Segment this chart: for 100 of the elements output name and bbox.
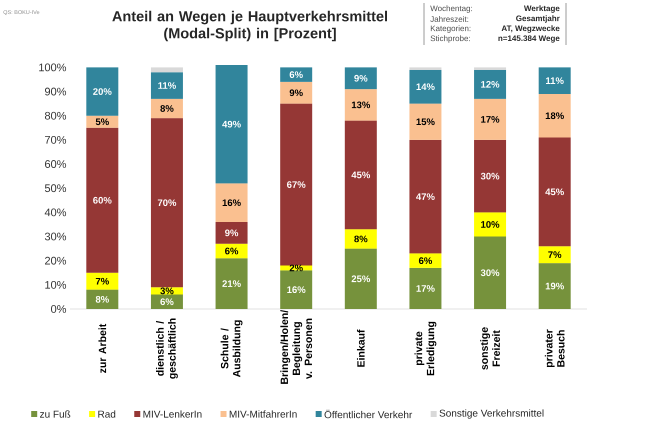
bar	[344, 67, 377, 90]
bar	[216, 258, 248, 309]
data-label: 8%	[354, 236, 368, 242]
bar	[86, 290, 118, 309]
bar	[538, 94, 571, 138]
legend-label: Sonstige Verkehrsmittel	[440, 409, 544, 419]
data-label: 17%	[481, 116, 500, 123]
text: Jahreszeit:	[430, 16, 468, 22]
data-label: 10%	[481, 221, 500, 228]
data-label: 47%	[416, 193, 435, 200]
data-label: 3%	[160, 288, 174, 294]
bar	[474, 140, 506, 212]
data-label: 21%	[222, 280, 241, 287]
x-tick-label: private Erledigung	[414, 322, 436, 376]
bar	[86, 128, 118, 273]
data-label: 30%	[480, 269, 500, 276]
bar	[409, 140, 442, 254]
bar	[474, 67, 506, 70]
data-label: 70%	[158, 199, 176, 206]
bar	[344, 248, 377, 309]
bar	[86, 272, 118, 290]
bar	[538, 67, 571, 94]
legend-label: Öffentlicher Verkehr	[324, 410, 412, 418]
y-tick-label: 80%	[44, 112, 66, 120]
y-tick-label: 20%	[45, 256, 66, 265]
bar	[474, 70, 506, 99]
text: AT, Wegzwecke	[502, 25, 560, 33]
bar	[86, 116, 118, 128]
bar	[409, 67, 442, 70]
data-label: 12%	[481, 80, 500, 88]
bar	[409, 104, 442, 140]
bar	[280, 67, 312, 82]
data-label: 16%	[222, 199, 241, 206]
bar	[216, 244, 248, 258]
y-tick-label: 70%	[45, 136, 66, 144]
legend-label: zu Fuß	[40, 410, 70, 418]
bar	[150, 67, 183, 72]
bar	[344, 120, 377, 230]
bar	[344, 89, 377, 121]
bar	[474, 212, 506, 237]
data-label: 6%	[290, 71, 303, 78]
bar	[474, 98, 506, 140]
text: Stichprobe:	[430, 35, 470, 43]
bar	[409, 268, 442, 309]
bar	[150, 118, 183, 288]
x-tick-label: privater Besuch	[544, 329, 565, 368]
data-label: 5%	[96, 118, 109, 126]
bar	[409, 253, 442, 268]
data-label: 9%	[225, 230, 238, 236]
legend-label: MIV-MitfahrerIn	[230, 410, 297, 418]
bar	[474, 236, 506, 309]
data-label: 17%	[416, 285, 435, 292]
bar	[150, 98, 183, 118]
y-tick-label: 0%	[51, 305, 66, 313]
bar	[86, 67, 118, 116]
data-label: 8%	[96, 296, 109, 303]
data-label: 49%	[222, 120, 241, 128]
bar	[216, 183, 248, 222]
bar	[344, 229, 377, 249]
y-tick-label: 10%	[45, 280, 66, 289]
chart-title: Anteil an Wegen je Hauptverkehrsmittel (Modal-Split) in [Prozent]	[112, 10, 388, 42]
legend-label: MIV-LenkerIn	[143, 410, 202, 418]
text: n=145.384 Wege	[498, 35, 560, 43]
data-label: 16%	[287, 286, 306, 294]
x-tick-label: Einkauf	[356, 330, 365, 367]
y-tick-label: 40%	[44, 208, 66, 216]
data-label: 67%	[287, 181, 306, 188]
data-label: 11%	[158, 82, 176, 89]
data-label: 19%	[546, 282, 564, 290]
x-tick-label: dienstlich / geschäftlich	[156, 318, 178, 379]
x-tick-label: Bringen/Holen/ Begleitung v. Personen	[280, 310, 312, 384]
data-label: 7%	[548, 251, 562, 258]
bar	[280, 82, 312, 104]
data-label: 8%	[160, 105, 174, 112]
data-label: 45%	[545, 188, 564, 196]
bar	[216, 64, 248, 184]
bar	[538, 246, 571, 264]
bar	[280, 270, 312, 309]
data-label: 45%	[351, 172, 370, 178]
bar	[538, 263, 571, 309]
text: Kategorien:	[430, 25, 470, 33]
bar	[150, 72, 183, 99]
data-label: 13%	[352, 101, 370, 108]
bar	[150, 294, 183, 309]
data-label: 20%	[93, 88, 112, 95]
y-tick-label: 50%	[44, 184, 66, 192]
bar	[538, 137, 571, 246]
data-label: 11%	[546, 77, 564, 84]
x-tick-label: sonstige Freizeit	[480, 327, 500, 370]
data-label: 9%	[290, 89, 303, 96]
data-label: 60%	[93, 196, 112, 204]
y-tick-label: 90%	[44, 88, 66, 96]
legend-label: Rad	[98, 410, 116, 418]
data-label: 6%	[225, 248, 238, 254]
text: Gesamtjahr	[516, 15, 560, 23]
bar	[409, 70, 442, 104]
data-label: 7%	[96, 278, 109, 285]
x-tick-label: zur Arbeit	[98, 324, 106, 373]
data-label: 2%	[290, 264, 303, 272]
data-label: 30%	[480, 172, 500, 180]
